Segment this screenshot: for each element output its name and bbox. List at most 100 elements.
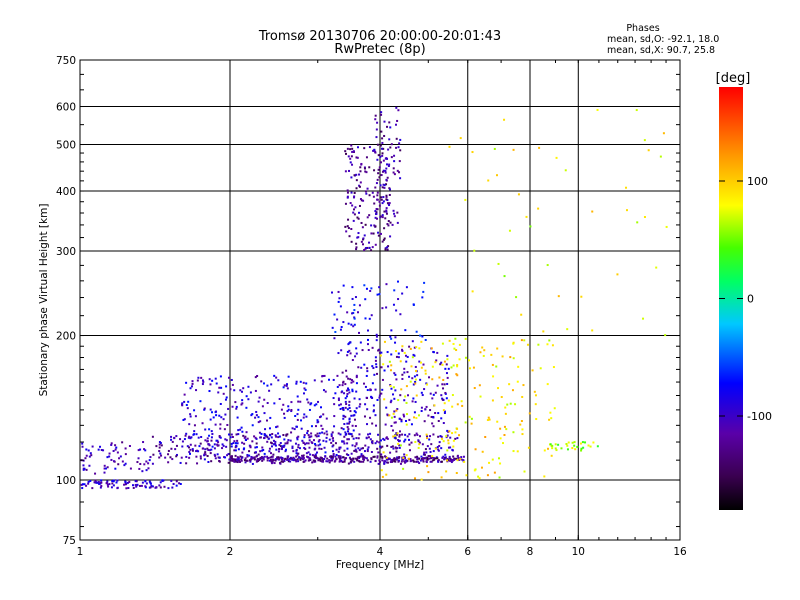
data-point: [354, 411, 357, 414]
data-point: [484, 435, 487, 438]
data-point: [478, 477, 481, 480]
data-point: [348, 349, 351, 352]
data-point: [643, 139, 646, 142]
data-point: [421, 296, 424, 299]
data-point: [237, 429, 240, 432]
x-axis-ticks: 1 2 4 6 8 10 16: [77, 60, 687, 558]
data-point: [239, 428, 242, 431]
data-point: [366, 448, 369, 451]
data-point: [546, 264, 549, 267]
data-point: [284, 457, 287, 460]
data-point: [377, 234, 380, 237]
data-point: [261, 446, 264, 449]
data-point: [419, 459, 422, 462]
data-point: [138, 467, 141, 470]
data-point: [317, 444, 320, 447]
data-point: [400, 460, 403, 463]
data-point: [183, 393, 186, 396]
data-point: [121, 460, 124, 463]
data-point: [445, 397, 448, 400]
data-point: [429, 455, 432, 458]
data-point: [454, 337, 457, 340]
data-point: [406, 371, 409, 374]
data-point: [394, 437, 397, 440]
data-point: [350, 240, 353, 243]
data-point: [647, 149, 650, 152]
data-point: [283, 438, 286, 441]
data-point: [340, 391, 343, 394]
data-point: [499, 427, 502, 430]
data-point: [405, 460, 408, 463]
data-point: [203, 454, 206, 457]
data-point: [426, 437, 429, 440]
data-point: [231, 383, 234, 386]
data-point: [397, 352, 400, 355]
data-point: [355, 347, 358, 350]
data-point: [567, 441, 570, 444]
data-point: [144, 486, 147, 489]
data-point: [100, 448, 103, 451]
data-point: [211, 445, 214, 448]
data-point: [333, 403, 336, 406]
data-point: [112, 450, 115, 453]
data-point: [302, 454, 305, 457]
data-point: [453, 458, 456, 461]
data-point: [181, 440, 184, 443]
data-point: [351, 147, 354, 150]
data-point: [280, 458, 283, 461]
data-point: [365, 156, 368, 159]
data-point: [366, 216, 369, 219]
data-point: [340, 459, 343, 462]
data-point: [232, 459, 235, 462]
data-point: [348, 391, 351, 394]
data-point: [551, 447, 554, 450]
data-point: [529, 225, 532, 228]
data-point: [343, 449, 346, 452]
data-point: [183, 418, 186, 421]
data-point: [241, 441, 244, 444]
data-point: [97, 481, 100, 484]
data-point: [337, 432, 340, 435]
data-point: [463, 460, 466, 463]
data-point: [493, 471, 496, 474]
data-point: [224, 456, 227, 459]
data-point: [365, 457, 368, 460]
data-point: [196, 379, 199, 382]
data-point: [265, 419, 268, 422]
data-point: [363, 166, 366, 169]
data-point: [351, 390, 354, 393]
data-point: [386, 223, 389, 226]
data-point: [422, 459, 425, 462]
data-point: [440, 460, 443, 463]
data-point: [317, 459, 320, 462]
data-point: [405, 423, 408, 426]
data-point: [211, 411, 214, 414]
data-point: [347, 343, 350, 346]
data-point: [158, 450, 161, 453]
data-point: [376, 447, 379, 450]
data-point: [377, 154, 380, 157]
data-point: [374, 243, 377, 246]
data-point: [443, 402, 446, 405]
data-point: [350, 176, 353, 179]
data-point: [236, 456, 239, 459]
data-point: [368, 194, 371, 197]
data-point: [329, 455, 332, 458]
data-point: [322, 413, 325, 416]
data-point: [403, 399, 406, 402]
data-point: [527, 446, 530, 449]
data-point: [314, 444, 317, 447]
data-point: [313, 448, 316, 451]
data-point: [471, 290, 474, 293]
data-point: [233, 460, 236, 463]
data-point: [385, 212, 388, 215]
data-point: [358, 455, 361, 458]
data-point: [214, 454, 217, 457]
data-point: [275, 426, 278, 429]
data-point: [350, 414, 353, 417]
data-point: [421, 335, 424, 338]
data-point: [437, 435, 440, 438]
data-point: [363, 450, 366, 453]
data-point: [410, 441, 413, 444]
data-point: [440, 417, 443, 420]
